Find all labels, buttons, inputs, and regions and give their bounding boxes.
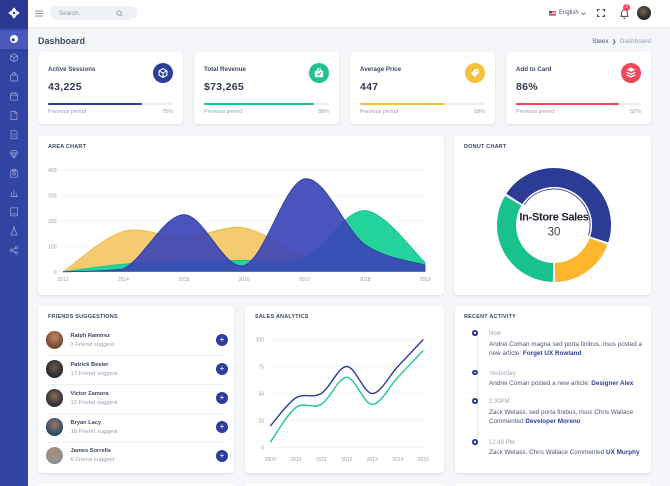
svg-text:30: 30 xyxy=(548,227,561,239)
svg-text:50: 50 xyxy=(258,392,264,398)
svg-text:2011: 2011 xyxy=(316,457,327,463)
svg-text:2014: 2014 xyxy=(118,277,129,283)
svg-text:2017: 2017 xyxy=(299,277,310,283)
svg-text:100: 100 xyxy=(256,338,265,344)
svg-text:2009: 2009 xyxy=(265,457,276,463)
svg-text:200: 200 xyxy=(48,219,57,225)
svg-text:100: 100 xyxy=(48,244,57,250)
svg-text:25: 25 xyxy=(258,419,264,425)
svg-text:2015: 2015 xyxy=(178,277,189,283)
svg-text:400: 400 xyxy=(48,168,57,174)
svg-text:2018: 2018 xyxy=(359,277,370,283)
svg-text:In-Store Sales: In-Store Sales xyxy=(519,212,588,224)
svg-text:2019: 2019 xyxy=(420,277,431,283)
svg-text:2010: 2010 xyxy=(290,457,301,463)
svg-text:2013: 2013 xyxy=(57,277,68,283)
svg-text:0: 0 xyxy=(54,270,57,276)
svg-text:2016: 2016 xyxy=(239,277,250,283)
svg-text:75: 75 xyxy=(258,365,264,371)
svg-text:2012: 2012 xyxy=(341,457,352,463)
svg-text:300: 300 xyxy=(48,194,57,200)
svg-text:0: 0 xyxy=(261,446,264,452)
svg-text:2014: 2014 xyxy=(392,457,403,463)
svg-text:2013: 2013 xyxy=(367,457,378,463)
svg-text:2015: 2015 xyxy=(418,457,429,463)
